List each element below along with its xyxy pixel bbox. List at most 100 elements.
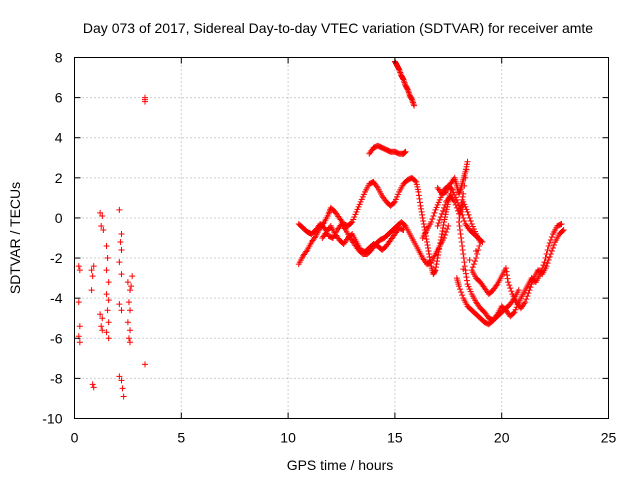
series-track-b xyxy=(295,218,452,268)
data-point xyxy=(462,270,469,277)
data-point xyxy=(462,203,469,210)
data-point xyxy=(473,255,480,262)
plot-frame xyxy=(74,57,609,419)
data-point xyxy=(458,235,465,241)
data-point xyxy=(118,271,125,278)
data-point xyxy=(425,248,432,255)
data-point xyxy=(459,211,466,218)
y-tick-label: -8 xyxy=(50,370,63,386)
data-point xyxy=(457,226,464,233)
data-point xyxy=(441,218,448,225)
data-point xyxy=(100,226,107,233)
data-point xyxy=(469,223,476,230)
data-point xyxy=(470,225,477,232)
data-point xyxy=(429,215,436,222)
y-tick-label: 6 xyxy=(55,90,63,106)
data-point xyxy=(522,299,529,306)
data-point xyxy=(506,282,513,289)
data-point xyxy=(354,206,361,213)
data-point xyxy=(441,204,448,211)
data-point xyxy=(76,267,83,274)
y-tick-label: -2 xyxy=(50,250,63,266)
data-point xyxy=(466,257,473,264)
data-point xyxy=(525,290,532,297)
data-point xyxy=(546,240,553,247)
data-point xyxy=(434,258,441,265)
data-point xyxy=(460,266,467,273)
data-point xyxy=(463,206,470,213)
data-point xyxy=(479,239,486,246)
data-point xyxy=(529,278,536,285)
y-tick-label: 8 xyxy=(55,50,63,66)
data-point xyxy=(438,210,445,217)
data-point xyxy=(558,220,565,227)
data-point xyxy=(418,205,425,212)
data-point xyxy=(458,208,465,215)
data-point xyxy=(320,223,327,230)
data-point xyxy=(464,158,471,165)
data-point xyxy=(474,251,481,258)
data-point xyxy=(103,243,110,250)
data-point xyxy=(412,177,419,184)
data-point xyxy=(461,259,468,266)
data-point xyxy=(448,185,455,192)
x-tick-label: 15 xyxy=(387,430,403,446)
data-point xyxy=(90,384,97,391)
data-point xyxy=(460,255,467,262)
data-point xyxy=(420,220,427,227)
data-point xyxy=(127,339,134,346)
data-point xyxy=(75,299,82,306)
grid-lines xyxy=(74,57,609,419)
data-point xyxy=(456,222,463,229)
data-point xyxy=(401,149,408,156)
data-point xyxy=(526,287,533,294)
data-point xyxy=(443,228,450,235)
data-point xyxy=(90,263,97,270)
data-point xyxy=(416,199,423,206)
x-tick-label: 5 xyxy=(177,430,185,446)
data-point xyxy=(425,245,432,252)
data-point xyxy=(460,190,467,197)
data-point xyxy=(116,301,123,308)
data-point xyxy=(426,251,433,258)
data-point xyxy=(442,211,449,218)
data-point xyxy=(416,195,423,202)
data-point xyxy=(438,233,445,240)
data-point xyxy=(527,284,534,291)
data-point xyxy=(89,381,96,388)
data-point xyxy=(424,242,431,249)
data-point xyxy=(357,198,364,205)
data-point xyxy=(510,310,517,317)
data-point xyxy=(434,222,441,229)
data-point xyxy=(548,233,555,240)
data-point xyxy=(99,212,106,219)
y-tick-label: 0 xyxy=(55,210,63,226)
data-point xyxy=(360,191,367,198)
data-point xyxy=(458,289,465,296)
data-point xyxy=(118,307,125,314)
data-point xyxy=(422,229,429,236)
data-point xyxy=(399,226,406,233)
data-point xyxy=(432,267,439,274)
y-tick-label: 4 xyxy=(55,130,63,146)
data-point xyxy=(395,191,402,198)
data-point xyxy=(545,243,552,250)
data-point xyxy=(459,247,466,254)
data-point xyxy=(103,329,110,336)
data-point xyxy=(353,208,360,215)
data-point xyxy=(433,204,440,211)
data-point xyxy=(440,221,447,228)
data-point xyxy=(470,261,477,268)
data-point xyxy=(434,201,441,208)
data-point xyxy=(390,199,397,206)
data-point xyxy=(544,260,551,267)
data-point xyxy=(116,373,123,380)
data-point xyxy=(460,251,467,258)
data-point xyxy=(415,188,422,195)
data-point xyxy=(461,263,468,270)
data-point xyxy=(545,257,552,264)
series-track-c xyxy=(319,222,407,256)
data-point xyxy=(541,259,548,266)
data-point xyxy=(391,198,398,205)
data-point xyxy=(355,203,362,210)
